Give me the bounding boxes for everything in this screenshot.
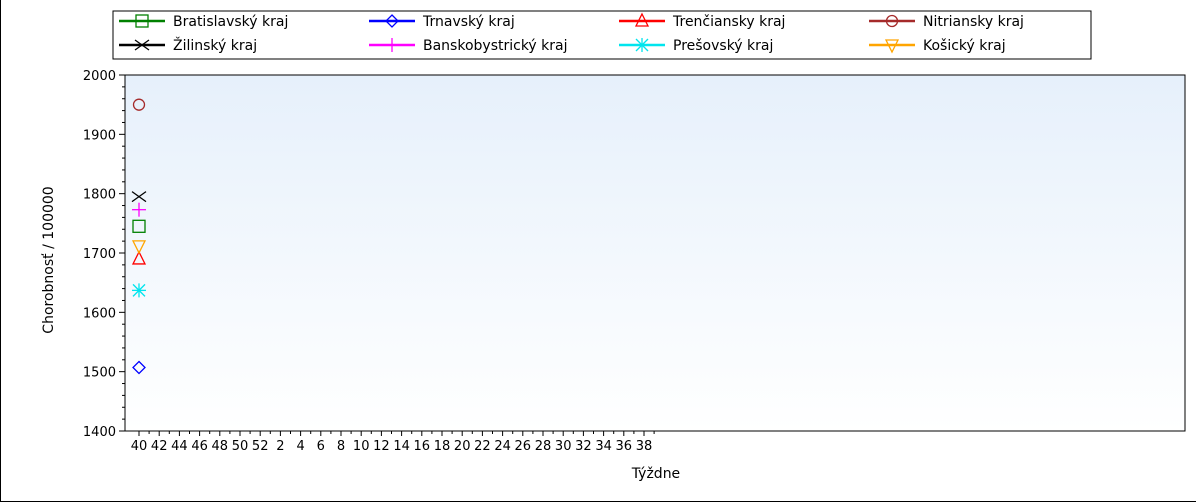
data-point	[132, 360, 146, 375]
x-tick-label: 4	[296, 439, 304, 454]
x-tick-label: 40	[131, 439, 148, 454]
x-tick-label: 8	[337, 439, 345, 454]
legend-item: Trenčiansky kraj	[619, 12, 785, 30]
x-tick-label: 46	[191, 439, 208, 454]
x-tick-label: 12	[373, 439, 390, 454]
x-tick-label: 28	[535, 439, 552, 454]
x-tick-label: 48	[212, 439, 229, 454]
legend-marker	[635, 38, 649, 52]
y-tick-label: 1500	[83, 366, 116, 381]
legend-marker	[385, 38, 399, 52]
x-tick-label: 10	[353, 439, 370, 454]
x-axis: 40 42 44 46 48 50 52 2 4 6 8 10 12 14 16 18 20 22 24 26 28 30…	[131, 431, 655, 454]
legend: Bratislavský kraj Trnavský kraj Trenčiansk…	[119, 12, 1024, 54]
x-tick-label: 36	[616, 439, 633, 454]
legend-marker	[134, 39, 150, 51]
y-tick-label: 1800	[83, 188, 116, 203]
x-tick-label: 38	[636, 439, 653, 454]
series-layer	[131, 98, 147, 375]
x-tick-label: 16	[414, 439, 431, 454]
x-tick-label: 6	[317, 439, 325, 454]
legend-label: Prešovský kraj	[673, 38, 773, 54]
data-point	[132, 219, 146, 233]
x-tick-label: 22	[474, 439, 491, 454]
x-tick-label: 52	[252, 439, 269, 454]
x-tick-label: 32	[575, 439, 592, 454]
legend-marker	[885, 14, 899, 28]
plot-area	[124, 74, 1186, 432]
y-tick-label: 1700	[83, 247, 116, 262]
x-tick-label: 2	[276, 439, 284, 454]
x-tick-label: 14	[393, 439, 410, 454]
legend-item: Bratislavský kraj	[119, 14, 288, 30]
data-point	[131, 191, 147, 203]
legend-item: Trnavský kraj	[369, 14, 515, 30]
legend-marker	[634, 12, 650, 27]
legend-label: Žilinský kraj	[173, 36, 257, 54]
data-point	[132, 202, 146, 217]
legend-label: Nitriansky kraj	[923, 14, 1024, 30]
legend-label: Banskobystrický kraj	[423, 38, 568, 54]
legend-marker	[385, 14, 399, 28]
y-tick-label: 2000	[83, 69, 116, 84]
data-point	[132, 283, 146, 298]
legend-item: Žilinský kraj	[119, 36, 257, 54]
y-axis-title: Chorobnosť / 100000	[41, 186, 57, 333]
legend-item: Nitriansky kraj	[869, 14, 1024, 30]
legend-label: Košický kraj	[923, 38, 1006, 54]
data-point	[131, 250, 147, 265]
x-tick-label: 50	[232, 439, 249, 454]
x-axis-title: Týždne	[631, 466, 680, 482]
x-tick-label: 34	[595, 439, 612, 454]
x-tick-label: 20	[454, 439, 471, 454]
y-tick-label: 1400	[83, 425, 116, 440]
legend-marker	[884, 39, 900, 54]
legend-label: Trenčiansky kraj	[672, 14, 785, 30]
x-tick-label: 44	[171, 439, 188, 454]
legend-marker	[135, 14, 149, 28]
x-tick-label: 24	[494, 439, 511, 454]
x-tick-label: 42	[151, 439, 168, 454]
legend-label: Trnavský kraj	[422, 14, 515, 30]
legend-item: Prešovský kraj	[619, 38, 773, 54]
x-tick-label: 26	[515, 439, 532, 454]
x-tick-label: 30	[555, 439, 572, 454]
y-tick-label: 1600	[83, 306, 116, 321]
legend-label: Bratislavský kraj	[173, 14, 288, 30]
legend-box	[112, 10, 1092, 60]
y-axis: 1400 1500 1600 1700 1800 1900 2000	[83, 69, 125, 440]
legend-item: Košický kraj	[869, 38, 1006, 54]
data-point	[132, 98, 146, 111]
legend-item: Banskobystrický kraj	[369, 38, 568, 54]
y-tick-label: 1900	[83, 128, 116, 143]
x-tick-label: 18	[434, 439, 451, 454]
data-point	[131, 240, 147, 255]
